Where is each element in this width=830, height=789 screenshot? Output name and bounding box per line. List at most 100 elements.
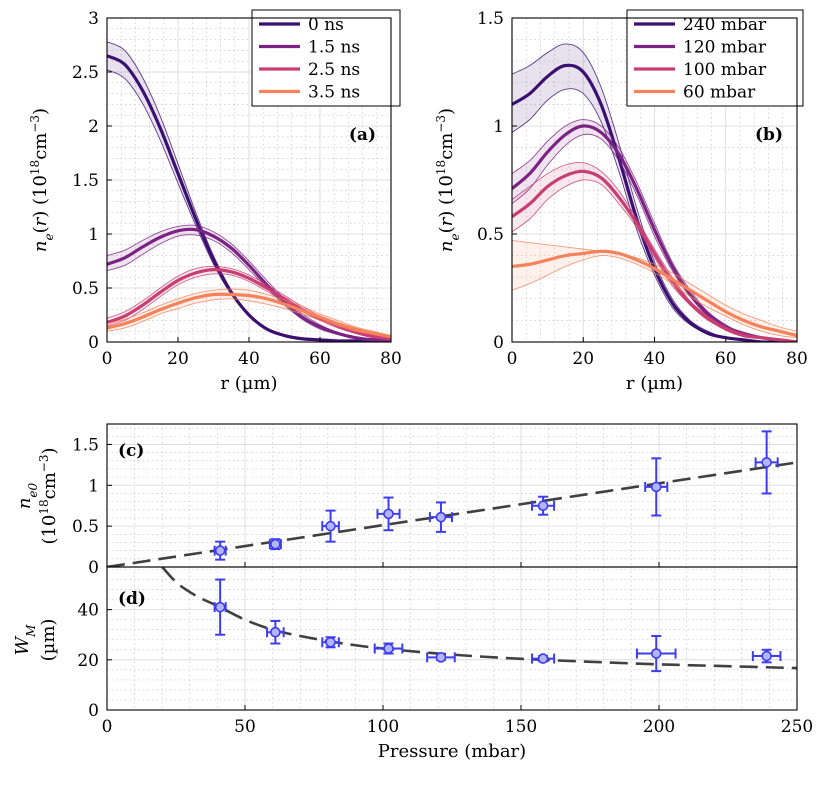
point-marker xyxy=(435,652,447,663)
legend-label: 2.5 ns xyxy=(308,60,360,80)
y-axis-label-d-line1: WM xyxy=(12,624,38,656)
grid-d xyxy=(106,567,798,711)
series-1.5-ns xyxy=(107,224,391,342)
band-lower xyxy=(107,298,391,339)
point-marker xyxy=(650,481,662,493)
y-tick-label: 0 xyxy=(88,558,99,578)
panel-label: (c) xyxy=(118,441,144,461)
point-marker xyxy=(761,457,772,468)
point-marker xyxy=(537,653,549,664)
band-upper xyxy=(512,240,797,332)
x-tick-label: 40 xyxy=(644,349,666,369)
series-line xyxy=(107,54,391,342)
data-point xyxy=(635,634,677,673)
x-tick-label: 0 xyxy=(507,349,518,369)
point-marker xyxy=(537,500,549,512)
x-axis-label: Pressure (mbar) xyxy=(378,741,526,762)
x-tick-label: 80 xyxy=(380,349,402,369)
panel-label: (a) xyxy=(349,125,376,145)
data-point xyxy=(321,636,340,649)
confidence-band xyxy=(512,43,797,342)
data-point xyxy=(531,653,556,664)
panel-label: (d) xyxy=(118,589,146,609)
y-tick-label: 0.5 xyxy=(72,279,99,299)
y-tick-label: 2 xyxy=(88,117,99,137)
y-tick-label: 2.5 xyxy=(72,63,99,83)
y-tick-label: 1 xyxy=(88,225,99,245)
panel-d: 0 20 40 0 50 100 150 200 250 Pressure (mbar) (d) xyxy=(77,566,813,762)
series-0-ns xyxy=(107,41,391,342)
plot-area-d xyxy=(161,567,797,673)
y-axis-label-d-line2: (µm) xyxy=(38,619,59,662)
data-point xyxy=(531,495,556,516)
legend-label: 60 mbar xyxy=(683,83,756,103)
point-marker xyxy=(383,643,394,654)
ticks-d: 0 20 40 0 50 100 150 200 250 xyxy=(77,601,813,737)
data-point xyxy=(213,540,227,561)
confidence-band xyxy=(107,41,391,342)
x-tick-label: 0 xyxy=(102,349,113,369)
x-tick-label: 100 xyxy=(367,717,399,737)
y-tick-label: 0.5 xyxy=(72,517,99,537)
series-line xyxy=(107,292,391,339)
y-tick-label: 1.5 xyxy=(72,435,99,455)
data-point xyxy=(268,538,282,551)
y-tick-label: 20 xyxy=(77,651,99,671)
data-point xyxy=(266,619,285,645)
panel-label: (b) xyxy=(755,125,783,145)
x-axis-label: r (µm) xyxy=(626,373,683,394)
band-lower xyxy=(107,273,391,341)
x-tick-label: 50 xyxy=(234,717,256,737)
series-line xyxy=(512,249,797,338)
y-axis-label-c-line2: (1018cm−3) xyxy=(37,447,60,544)
data-point xyxy=(426,652,456,663)
data-point xyxy=(321,509,340,543)
x-tick-label: 150 xyxy=(505,717,537,737)
point-marker xyxy=(325,520,336,532)
y-tick-label: 1.5 xyxy=(477,9,504,29)
y-tick-label: 40 xyxy=(77,601,99,621)
x-tick-label: 20 xyxy=(572,349,594,369)
plot-area-c xyxy=(107,430,797,567)
point-marker xyxy=(761,650,772,662)
grid-c xyxy=(106,424,798,568)
x-tick-label: 80 xyxy=(786,349,808,369)
point-marker xyxy=(325,636,336,648)
axes-frame xyxy=(106,566,798,711)
series-60-mbar xyxy=(512,240,797,339)
x-tick-label: 250 xyxy=(781,717,813,737)
x-tick-label: 40 xyxy=(238,349,260,369)
confidence-band xyxy=(107,289,391,338)
fit-line xyxy=(161,567,797,670)
y-tick-label: 0 xyxy=(88,333,99,353)
data-point xyxy=(754,430,779,495)
data-point xyxy=(644,457,669,517)
point-marker xyxy=(214,545,226,556)
point-marker xyxy=(650,648,662,659)
x-tick-label: 0 xyxy=(102,717,113,737)
legend-label: 1.5 ns xyxy=(308,38,360,58)
data-point xyxy=(373,642,404,655)
panel-a: 0 ns 1.5 ns2.5 ns 3.5 ns 0 0.5 1 1.5 2 2.5 3 0 20 40… xyxy=(72,9,402,394)
ticks-a: 0 0.5 1 1.5 2 2.5 3 0 20 40 60 80 xyxy=(72,9,402,369)
y-tick-label: 3 xyxy=(88,9,99,29)
data-point xyxy=(376,496,401,532)
point-marker xyxy=(270,626,281,638)
data-point xyxy=(213,578,227,636)
y-tick-label: 1 xyxy=(88,476,99,496)
y-axis-label-c-line1: ne0 xyxy=(14,482,40,509)
x-axis-label: r (µm) xyxy=(220,373,277,394)
legend-a: 0 ns 1.5 ns2.5 ns 3.5 ns xyxy=(251,9,401,107)
legend-label: 240 mbar xyxy=(683,15,767,35)
axes-frame xyxy=(106,423,798,568)
point-marker xyxy=(435,511,447,523)
band-lower xyxy=(512,255,797,339)
ticks-c: 0 0.5 1 1.5 xyxy=(72,435,798,578)
point-marker xyxy=(270,538,281,550)
x-tick-label: 200 xyxy=(643,717,675,737)
data-point xyxy=(428,501,453,533)
point-marker xyxy=(383,508,394,520)
